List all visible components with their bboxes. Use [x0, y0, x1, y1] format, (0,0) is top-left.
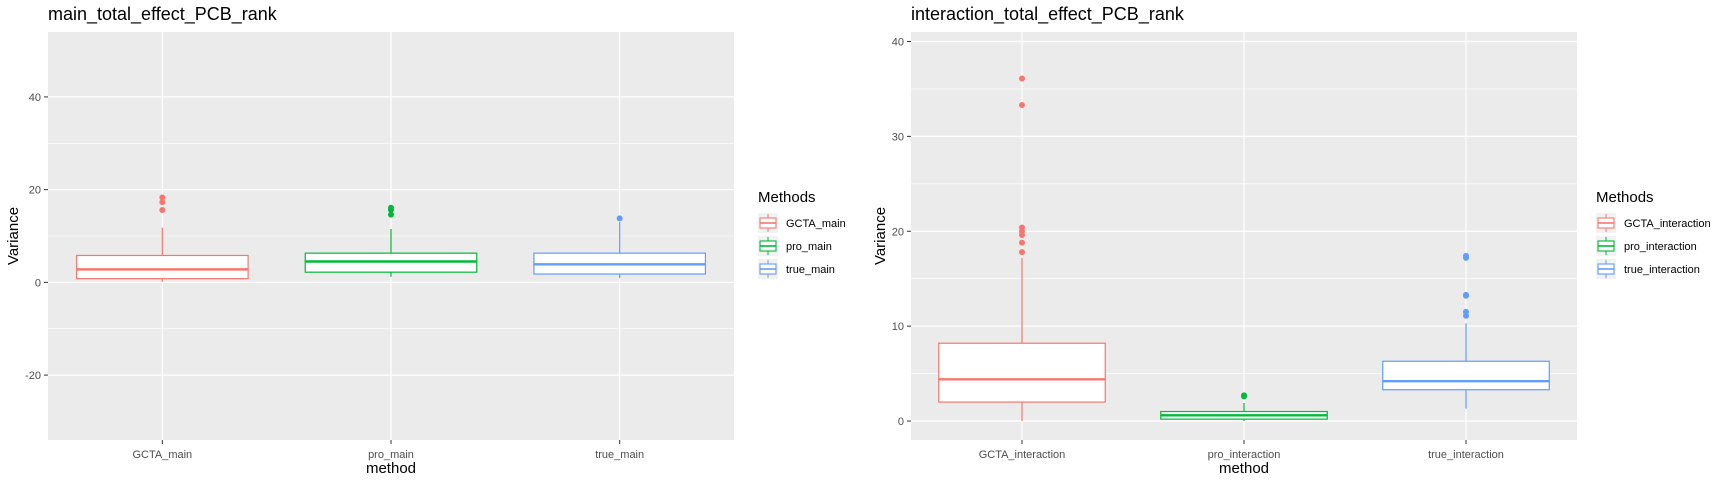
box-pro_main: [304, 204, 478, 277]
chart-title: interaction_total_effect_PCB_rank: [911, 4, 1185, 25]
x-tick-label: GCTA_main: [132, 449, 192, 461]
outlier-point: [1241, 392, 1247, 399]
y-tick-label: 40: [892, 36, 904, 48]
y-tick-label: 30: [892, 131, 904, 143]
outlier-point: [159, 194, 166, 201]
outlier-point: [159, 199, 166, 206]
legend-label: pro_main: [786, 241, 832, 253]
y-tick-label: 20: [892, 226, 904, 238]
y-tick-label: -20: [25, 370, 41, 382]
chart-title: main_total_effect_PCB_rank: [48, 4, 278, 25]
legend-title: Methods: [1596, 189, 1654, 206]
box-GCTA_interaction: [938, 75, 1106, 422]
box-pro_interaction: [1160, 392, 1328, 422]
box-iqr: [938, 342, 1106, 403]
outlier-point: [1019, 75, 1025, 82]
outlier-point: [1463, 252, 1469, 259]
box-true_interaction: [1382, 252, 1550, 409]
y-tick-label: 0: [35, 277, 41, 289]
x-axis-title: method: [1219, 460, 1269, 477]
legend-item-pro_main: pro_main: [758, 236, 832, 256]
legend-item-GCTA_interaction: GCTA_interaction: [1596, 213, 1711, 233]
y-axis-title: Variance: [872, 207, 889, 265]
legend: Methods GCTA_interaction pro_interactiontr…: [1596, 189, 1711, 279]
x-tick-label: pro_interaction: [1208, 449, 1281, 461]
x-tick-label: true_main: [595, 449, 644, 461]
outlier-point: [1019, 249, 1025, 256]
legend-item-pro_interaction: pro_interaction: [1596, 236, 1697, 256]
outlier-point: [159, 207, 166, 214]
legend-label: GCTA_main: [786, 218, 846, 230]
box-GCTA_main: [75, 194, 249, 282]
x-tick-label: true_interaction: [1428, 449, 1504, 461]
outlier-point: [388, 211, 394, 218]
legend-label: true_interaction: [1624, 264, 1700, 276]
y-tick-label: 10: [892, 321, 904, 333]
legend-label: GCTA_interaction: [1624, 218, 1711, 230]
legend: Methods GCTA_main pro_main true_main: [758, 189, 846, 279]
box-iqr: [1382, 360, 1550, 391]
x-tick-label: pro_main: [368, 449, 414, 461]
y-axis-title: Variance: [5, 207, 22, 265]
legend-item-true_interaction: true_interaction: [1596, 259, 1700, 279]
legend-label: pro_interaction: [1624, 241, 1697, 253]
x-tick-label: GCTA_interaction: [979, 449, 1066, 461]
box-iqr: [75, 254, 249, 280]
outlier-point: [1463, 308, 1469, 315]
chart-2: 0 10 20 30 40 GCTA_interaction pro_interaction…: [872, 4, 1711, 477]
y-tick-label: 40: [29, 92, 41, 104]
outlier-point: [616, 215, 623, 222]
outlier-point: [388, 204, 394, 211]
outlier-point: [1019, 224, 1025, 231]
outlier-point: [1463, 291, 1469, 298]
legend-item-GCTA_main: GCTA_main: [758, 213, 846, 233]
x-axis-title: method: [366, 460, 416, 477]
outlier-point: [1019, 102, 1025, 109]
box-true_main: [533, 215, 707, 279]
legend-item-true_main: true_main: [758, 259, 835, 279]
chart-1: -20 0 20 40 GCTA_main pro_main true_main main_t…: [5, 4, 846, 477]
legend-title: Methods: [758, 189, 816, 206]
y-tick-label: 0: [898, 416, 904, 428]
y-tick-label: 20: [29, 185, 41, 197]
outlier-point: [1019, 239, 1025, 246]
legend-label: true_main: [786, 264, 835, 276]
